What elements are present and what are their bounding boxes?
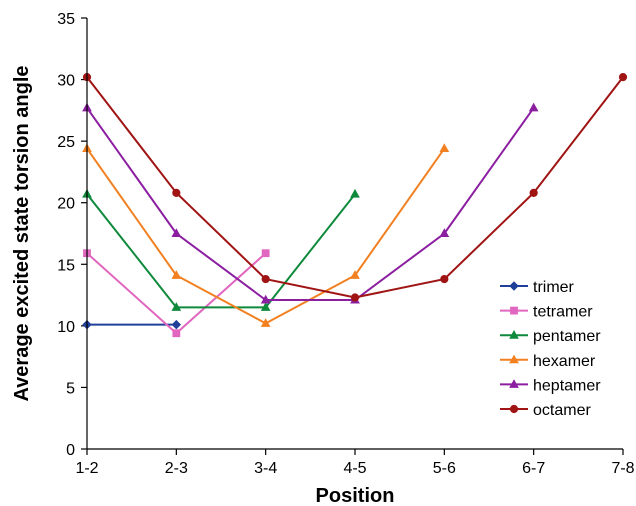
data-point-hexamer <box>260 318 271 327</box>
data-point-pentamer <box>171 302 182 311</box>
data-point-octamer <box>261 274 270 284</box>
y-axis-title: Average excited state torsion angle <box>11 65 33 401</box>
data-point-octamer <box>618 73 628 82</box>
data-point-tetramer <box>261 249 270 258</box>
legend-marker <box>509 329 519 339</box>
y-axis-ticks: 0 5 10 15 20 25 30 35 <box>57 11 87 459</box>
legend: trimer tetramer pentamer hexamer heptamer oct… <box>500 279 601 419</box>
x-tick-label: 5-6 <box>433 460 456 477</box>
y-tick-label: 30 <box>57 73 75 90</box>
x-tick-label: 1-2 <box>75 460 98 477</box>
x-tick-label: 3-4 <box>254 460 277 477</box>
legend-item-octamer: octamer <box>500 402 591 419</box>
data-point-heptamer <box>260 294 271 304</box>
y-tick-label: 5 <box>66 380 75 397</box>
data-point-trimer <box>171 319 182 330</box>
legend-item-tetramer: tetramer <box>500 304 593 321</box>
x-tick-label: 6-7 <box>522 460 545 477</box>
series-line-octamer <box>86 76 624 299</box>
legend-item-trimer: trimer <box>500 279 575 296</box>
y-tick-label: 35 <box>57 11 75 28</box>
legend-label: tetramer <box>533 304 593 321</box>
data-point-heptamer <box>528 102 539 112</box>
x-tick-label: 7-8 <box>611 460 634 477</box>
legend-marker <box>510 306 518 315</box>
legend-label: pentamer <box>533 328 601 345</box>
data-point-octamer <box>350 293 360 302</box>
legend-label: octamer <box>533 402 591 419</box>
data-point-octamer <box>172 188 181 197</box>
legend-item-pentamer: pentamer <box>500 328 601 345</box>
legend-marker <box>509 281 519 291</box>
series-tetramer <box>83 249 270 338</box>
y-tick-label: 25 <box>57 134 75 151</box>
legend-marker <box>509 404 519 414</box>
legend-marker <box>509 354 519 364</box>
legend-label: hexamer <box>533 353 596 370</box>
y-tick-label: 20 <box>57 196 75 213</box>
y-tick-label: 15 <box>57 257 75 274</box>
data-point-octamer <box>440 274 449 284</box>
data-point-heptamer <box>171 228 182 237</box>
legend-label: heptamer <box>533 377 601 394</box>
data-point-tetramer <box>172 329 181 338</box>
data-point-hexamer <box>171 270 182 279</box>
data-point-octamer <box>529 188 538 197</box>
series-line-heptamer <box>86 107 535 301</box>
y-tick-label: 0 <box>66 442 75 459</box>
y-tick-label: 10 <box>57 319 75 336</box>
series-pentamer <box>82 188 360 311</box>
series-octamer <box>82 73 628 302</box>
series-line-pentamer <box>86 193 356 309</box>
data-point-hexamer <box>439 143 450 153</box>
x-tick-label: 2-3 <box>165 460 188 477</box>
legend-marker <box>509 379 519 388</box>
legend-item-heptamer: heptamer <box>500 377 601 394</box>
x-axis-ticks: 1-2 2-3 3-4 4-5 5-6 6-7 7-8 <box>75 449 635 477</box>
x-axis-title: Position <box>316 485 395 506</box>
data-point-hexamer <box>350 270 360 279</box>
x-tick-label: 4-5 <box>343 460 366 477</box>
data-point-pentamer <box>260 302 271 311</box>
series-layer <box>82 73 628 338</box>
data-point-pentamer <box>350 188 360 198</box>
data-point-heptamer <box>439 228 450 237</box>
series-heptamer <box>82 102 539 304</box>
legend-item-hexamer: hexamer <box>500 353 596 370</box>
legend-label: trimer <box>533 279 575 296</box>
